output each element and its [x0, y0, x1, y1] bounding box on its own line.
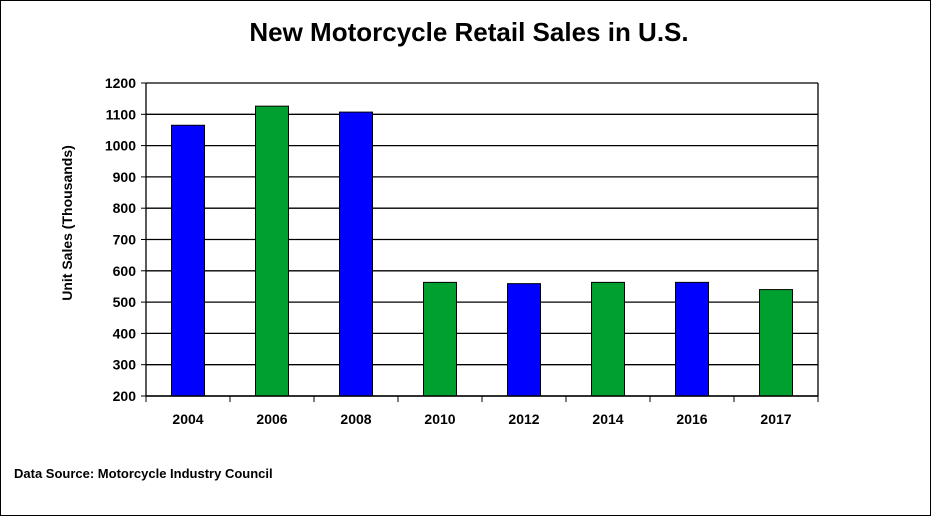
chart-title: New Motorcycle Retail Sales in U.S.	[249, 17, 688, 47]
x-tick-label: 2006	[256, 411, 287, 427]
x-tick-label: 2016	[676, 411, 707, 427]
bar-2014	[591, 281, 625, 397]
bar-2012	[507, 283, 541, 397]
bar-2017	[759, 289, 793, 397]
y-axis-label: Unit Sales (Thousands)	[59, 145, 75, 301]
y-tick-label: 400	[113, 325, 137, 341]
bar-2006	[255, 105, 289, 397]
x-tick-label: 2004	[172, 411, 203, 427]
y-tick-label: 600	[113, 263, 137, 279]
x-tick-label: 2014	[592, 411, 623, 427]
y-tick-label: 200	[113, 388, 137, 404]
bar-2004	[171, 124, 205, 397]
data-source-note: Data Source: Motorcycle Industry Council	[14, 466, 273, 481]
x-tick-label: 2012	[508, 411, 539, 427]
y-tick-label: 500	[113, 294, 137, 310]
y-tick-label: 800	[113, 200, 137, 216]
x-tick-label: 2008	[340, 411, 371, 427]
y-tick-label: 900	[113, 169, 137, 185]
bar-2008	[339, 111, 373, 397]
y-tick-label: 1000	[105, 138, 136, 154]
y-tick-label: 1100	[106, 106, 137, 122]
x-tick-label: 2010	[424, 411, 455, 427]
bar-2010	[423, 281, 457, 397]
y-tick-label: 300	[113, 357, 137, 373]
bar-2016	[675, 281, 709, 397]
x-tick-label: 2017	[760, 411, 791, 427]
y-tick-label: 1200	[105, 75, 136, 91]
y-tick-label: 700	[113, 232, 137, 248]
